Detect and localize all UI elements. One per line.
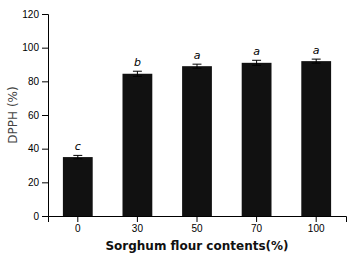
bar: [123, 74, 153, 216]
y-tick-mark: [42, 81, 48, 82]
x-tick: 30: [132, 216, 144, 234]
x-tick: 0: [75, 216, 81, 234]
x-tick: 50: [191, 216, 203, 234]
error-bar-line: [77, 155, 78, 158]
y-tick-mark: [42, 48, 48, 49]
x-tick-mark: [256, 216, 257, 222]
error-bar: [193, 64, 202, 68]
y-tick-label: 40: [28, 143, 40, 154]
y-tick-label: 20: [28, 177, 40, 188]
y-tick: 60: [28, 110, 48, 121]
x-tick: 100: [308, 216, 325, 234]
error-bar-cap: [133, 71, 142, 72]
error-bar-cap: [133, 76, 142, 77]
error-bar-cap: [73, 158, 82, 159]
error-bar-line: [316, 59, 317, 63]
y-tick-label: 0: [33, 211, 39, 222]
bar: [301, 61, 331, 216]
annotation: b: [134, 56, 141, 69]
x-tick-label: 0: [75, 223, 81, 234]
y-tick-label: 100: [22, 42, 39, 53]
error-bar-line: [197, 64, 198, 68]
y-tick-mark: [42, 149, 48, 150]
x-tick-mark: [197, 216, 198, 222]
y-tick: 40: [28, 143, 48, 154]
plot: 0 20 40 60 80 100 120 0 30 50 70 100 c b a a a: [22, 9, 346, 234]
error-bar-cap: [252, 65, 261, 66]
x-tick-label: 50: [191, 223, 203, 234]
x-axis-line: [49, 217, 347, 223]
error-bar-cap: [193, 64, 202, 65]
error-bar-cap: [312, 59, 321, 60]
annotation: c: [75, 140, 81, 153]
chart: 0 20 40 60 80 100 120 0 30 50 70 100 c b a a a Sorghum fl…: [0, 0, 358, 258]
y-tick-label: 80: [28, 76, 40, 87]
y-axis-title: DPPH (%): [6, 86, 20, 143]
y-tick-mark: [42, 115, 48, 116]
error-bar-cap: [252, 60, 261, 61]
y-tick: 20: [28, 177, 48, 188]
error-bar-cap: [312, 63, 321, 64]
y-tick-mark: [42, 182, 48, 183]
annotation: a: [194, 49, 201, 62]
x-tick-mark: [137, 216, 138, 222]
error-bar-line: [137, 71, 138, 76]
x-tick-mark: [316, 216, 317, 222]
annotation: a: [253, 45, 260, 58]
y-tick: 100: [22, 42, 48, 53]
y-tick-label: 120: [22, 9, 39, 20]
y-tick: 80: [28, 76, 48, 87]
y-axis-line: [42, 15, 49, 217]
y-tick: 120: [22, 9, 48, 20]
y-tick: 0: [33, 211, 48, 222]
y-tick-mark: [42, 14, 48, 15]
error-bar-line: [256, 60, 257, 65]
bar: [182, 66, 212, 216]
y-tick-label: 60: [28, 110, 40, 121]
error-bar-cap: [193, 68, 202, 69]
bar: [242, 63, 272, 216]
error-bar: [252, 60, 261, 65]
annotations: c b a a a: [75, 44, 320, 153]
x-tick-label: 30: [132, 223, 144, 234]
error-bar: [312, 59, 321, 63]
x-axis-title: Sorghum flour contents(%): [105, 239, 288, 253]
x-tick-label: 70: [251, 223, 263, 234]
x-tick-label: 100: [308, 223, 325, 234]
error-bar: [73, 155, 82, 158]
y-axis: 0 20 40 60 80 100 120: [22, 9, 48, 222]
annotation: a: [313, 44, 320, 57]
bar: [63, 157, 93, 216]
error-bar-cap: [73, 155, 82, 156]
error-bar: [133, 71, 142, 76]
y-tick-mark: [42, 216, 48, 217]
marks: [63, 59, 331, 216]
x-axis: 0 30 50 70 100: [49, 216, 347, 234]
x-tick: 70: [251, 216, 263, 234]
x-tick-mark: [77, 216, 78, 222]
